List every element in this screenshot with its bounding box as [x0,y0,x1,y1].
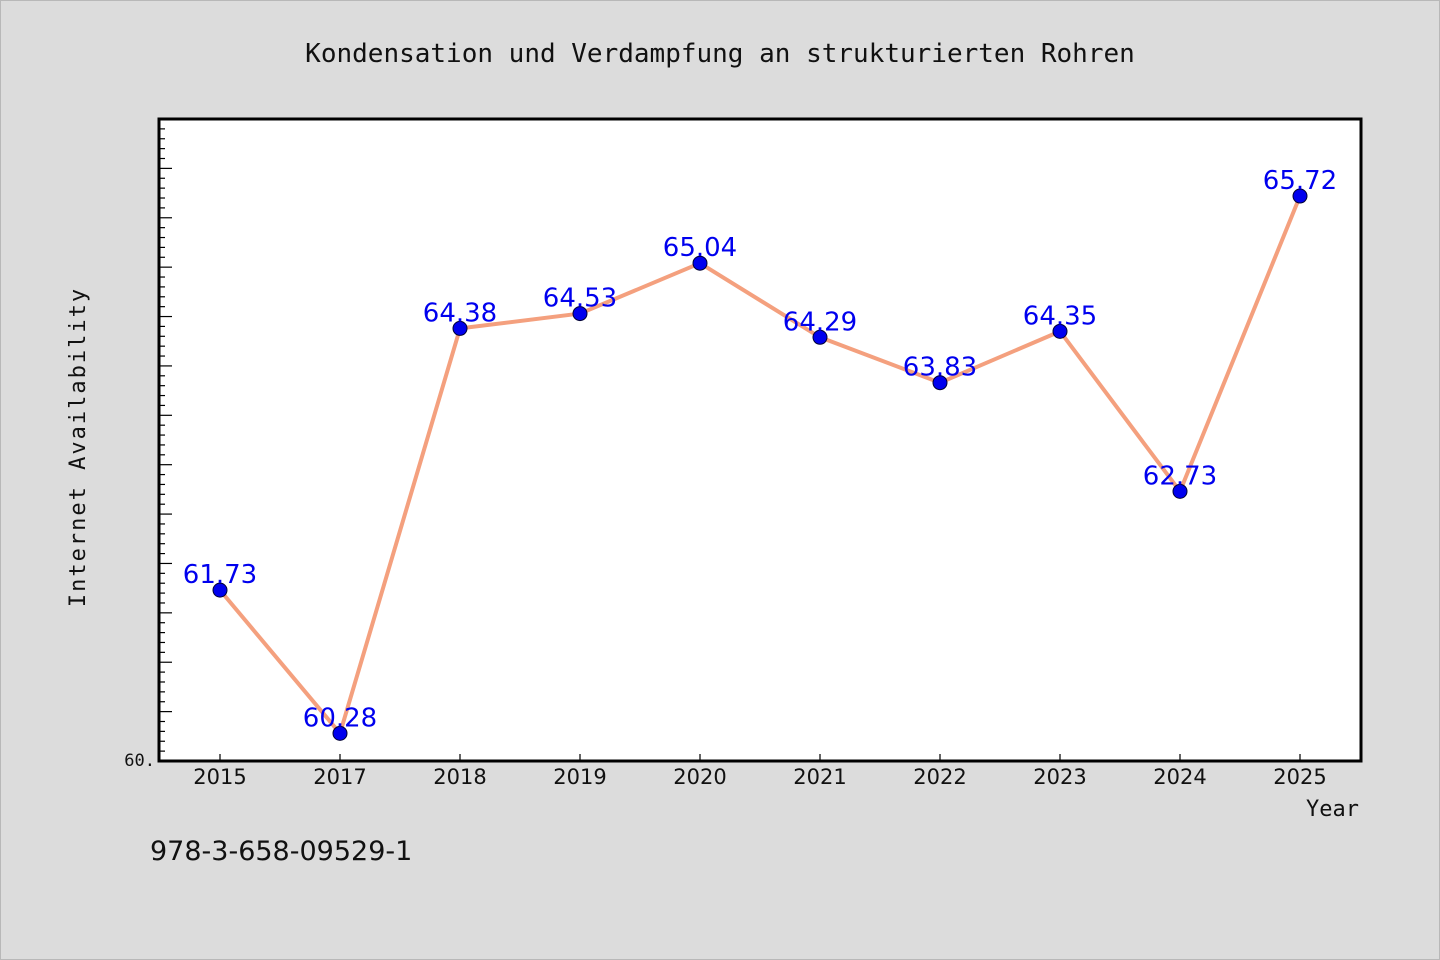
data-point [692,255,708,271]
plot-area [157,117,1363,763]
x-axis-ticks: 2015 2017 2018 2019 2020 2021 2022 2023 2024 2025 [193,754,1327,789]
data-point [812,329,828,345]
data-label: 62.73 [1143,461,1217,491]
data-point [572,306,588,322]
data-point [1292,188,1308,204]
data-label: 64.53 [543,284,617,314]
x-tick-label: 2023 [1033,765,1086,789]
x-tick-label: 2024 [1153,765,1206,789]
x-tick-label: 2017 [313,765,366,789]
data-point [1052,323,1068,339]
data-label: 63.83 [903,353,977,383]
y-axis-ticks [159,128,172,752]
series-line [218,194,1302,736]
data-point [452,320,468,336]
x-tick-label: 2015 [193,765,246,789]
x-tick-label: 2025 [1273,765,1326,789]
data-point [1172,483,1188,499]
data-point [932,375,948,391]
data-label: 61.73 [183,560,257,590]
x-tick-label: 2018 [433,765,486,789]
x-axis-label: Year [1306,797,1359,822]
x-tick-label: 2020 [673,765,726,789]
y-axis-label: Internet Availability [66,287,91,607]
data-label: 64.35 [1023,301,1097,331]
data-label: 65.04 [663,233,737,263]
data-point [212,582,228,598]
series-1: 61.73 60.28 64.38 64.53 65.04 64.29 63.83 64.35… [183,166,1337,741]
data-label: 64.29 [783,307,857,337]
data-label: 60.28 [303,703,377,733]
chart-title: Kondensation und Verdampfung an struktur… [305,39,1135,69]
data-point [332,725,348,741]
isbn-text: 978-3-658-09529-1 [150,836,413,867]
x-tick-label: 2022 [913,765,966,789]
x-tick-label: 2021 [793,765,846,789]
data-label: 65.72 [1263,166,1337,196]
y-tick-label: 60. [124,751,155,771]
data-label: 64.38 [423,298,497,328]
x-tick-label: 2019 [553,765,606,789]
